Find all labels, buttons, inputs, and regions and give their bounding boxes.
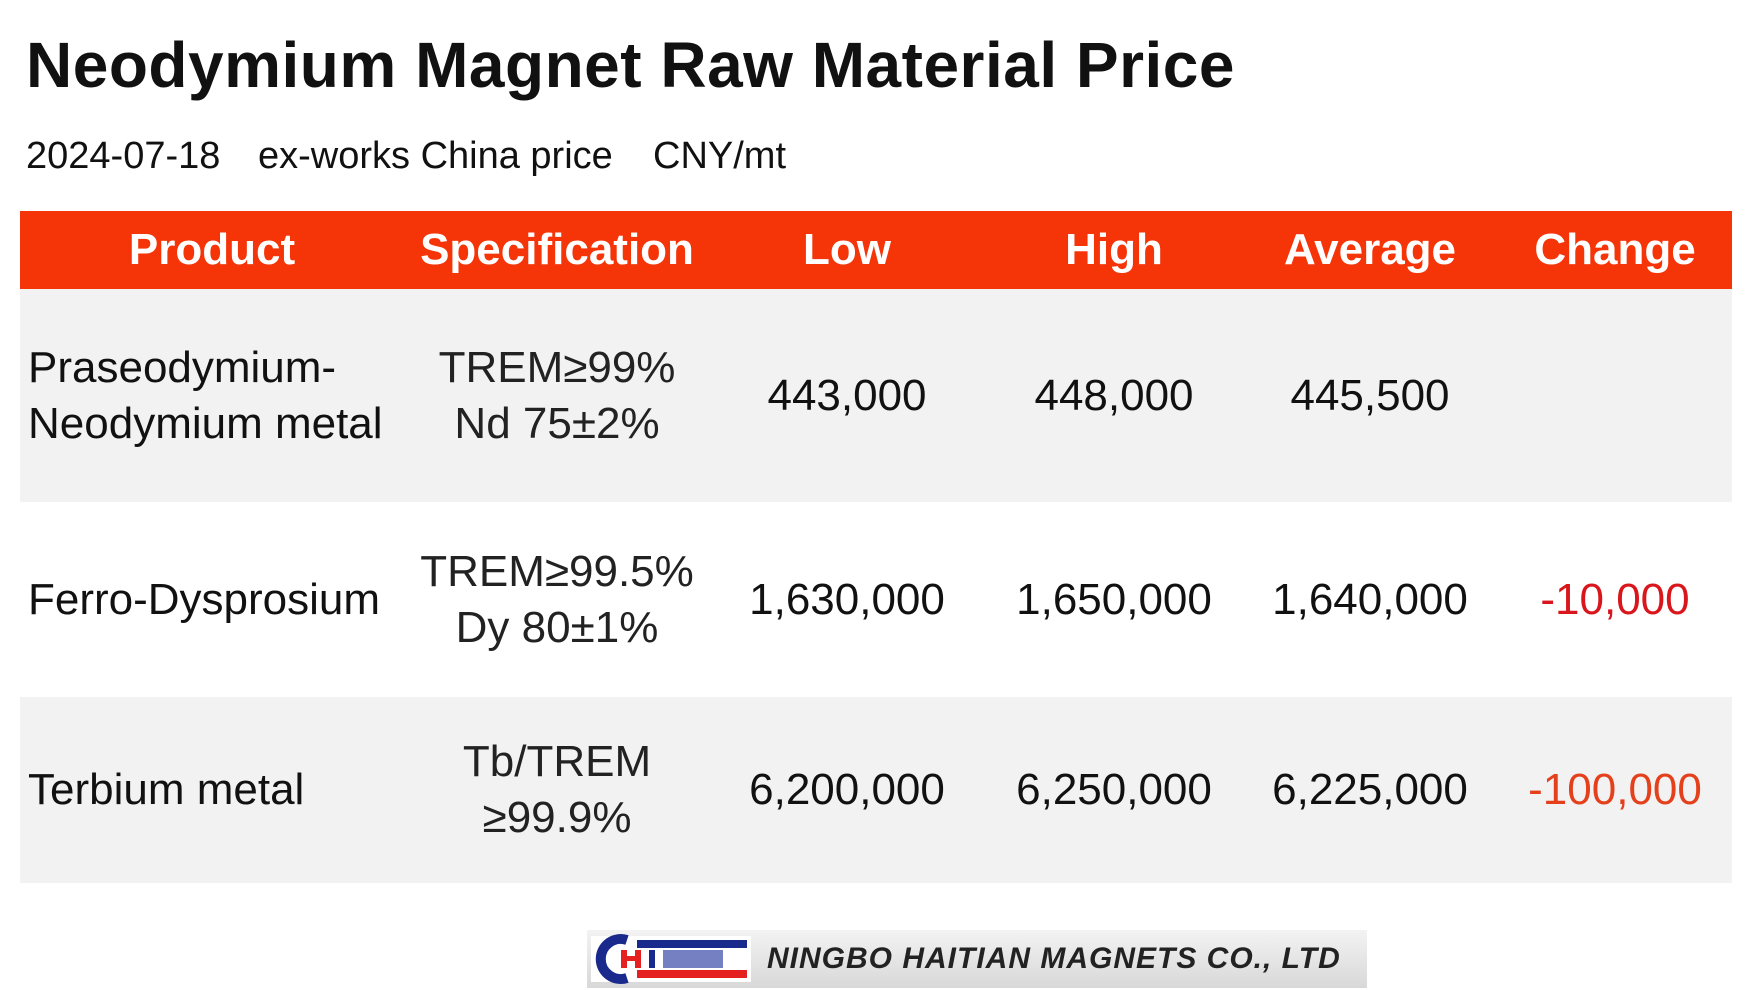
- column-header: Product: [128, 225, 296, 274]
- price: 6,250,000: [1016, 765, 1212, 814]
- logo-c: [595, 934, 629, 984]
- logo-bar: [637, 940, 747, 948]
- price: 6,200,000: [749, 765, 945, 814]
- column-header: High: [1065, 225, 1163, 274]
- column-header: Low: [803, 225, 891, 274]
- specification: TREM≥99.5% Dy 80±1%: [420, 544, 694, 656]
- text-line: ≥99.9%: [482, 793, 632, 842]
- price-change: -100,000: [1528, 765, 1702, 814]
- table-row: Terbium metal Tb/TREM ≥99.9% 6,200,000 6,250…: [20, 697, 1732, 883]
- logo-t: [649, 950, 655, 968]
- logo-banner: NINGBO HAITIAN MAGNETS CO., LTD: [587, 930, 1367, 988]
- table-header: Product Specification Low High Average Change: [20, 211, 1732, 289]
- table-row: Praseodymium- Neodymium metal TREM≥99% Nd 7…: [20, 289, 1732, 502]
- text-line: Tb/TREM: [462, 737, 652, 786]
- price: 1,630,000: [749, 574, 945, 624]
- table-row: Ferro-Dysprosium TREM≥99.5% Dy 80±1% 1,630,…: [20, 502, 1732, 697]
- price: 1,640,000: [1272, 574, 1468, 624]
- logo-h: [621, 956, 641, 961]
- column-header: Specification: [420, 225, 694, 274]
- product-name: Terbium metal: [28, 762, 304, 818]
- price-change: -10,000: [1540, 574, 1690, 624]
- text-line: Dy 80±1%: [455, 602, 659, 652]
- price: 448,000: [1034, 370, 1194, 420]
- price: 6,225,000: [1272, 765, 1468, 814]
- date: 2024-07-18: [26, 135, 221, 177]
- text-line: Terbium metal: [28, 765, 305, 814]
- logo-bar: [637, 970, 747, 978]
- column-header: Average: [1283, 225, 1457, 274]
- text-line: Nd 75±2%: [454, 398, 660, 448]
- title: Neodymium Magnet Raw Material Price: [26, 29, 1235, 101]
- text-line: Praseodymium-: [28, 342, 337, 392]
- price-basis: ex-works China price: [258, 135, 613, 177]
- price: 1,650,000: [1016, 574, 1212, 624]
- product-name: Ferro-Dysprosium: [28, 572, 380, 628]
- text-line: TREM≥99.5%: [420, 546, 694, 596]
- specification: TREM≥99% Nd 75±2%: [439, 340, 676, 452]
- price: 445,500: [1290, 370, 1450, 420]
- unit: CNY/mt: [653, 135, 786, 177]
- text-line: TREM≥99%: [438, 342, 676, 392]
- specification: Tb/TREM ≥99.9%: [463, 734, 651, 846]
- text-line: Neodymium metal: [28, 398, 383, 448]
- text-line: Ferro-Dysprosium: [28, 574, 381, 624]
- product-name: Praseodymium- Neodymium metal: [28, 340, 383, 452]
- column-header: Change: [1534, 225, 1696, 274]
- company-name: NINGBO HAITIAN MAGNETS CO., LTD: [767, 942, 1341, 975]
- logo-mag: [663, 950, 723, 968]
- logo-mark: [591, 934, 751, 984]
- price: 443,000: [767, 370, 927, 420]
